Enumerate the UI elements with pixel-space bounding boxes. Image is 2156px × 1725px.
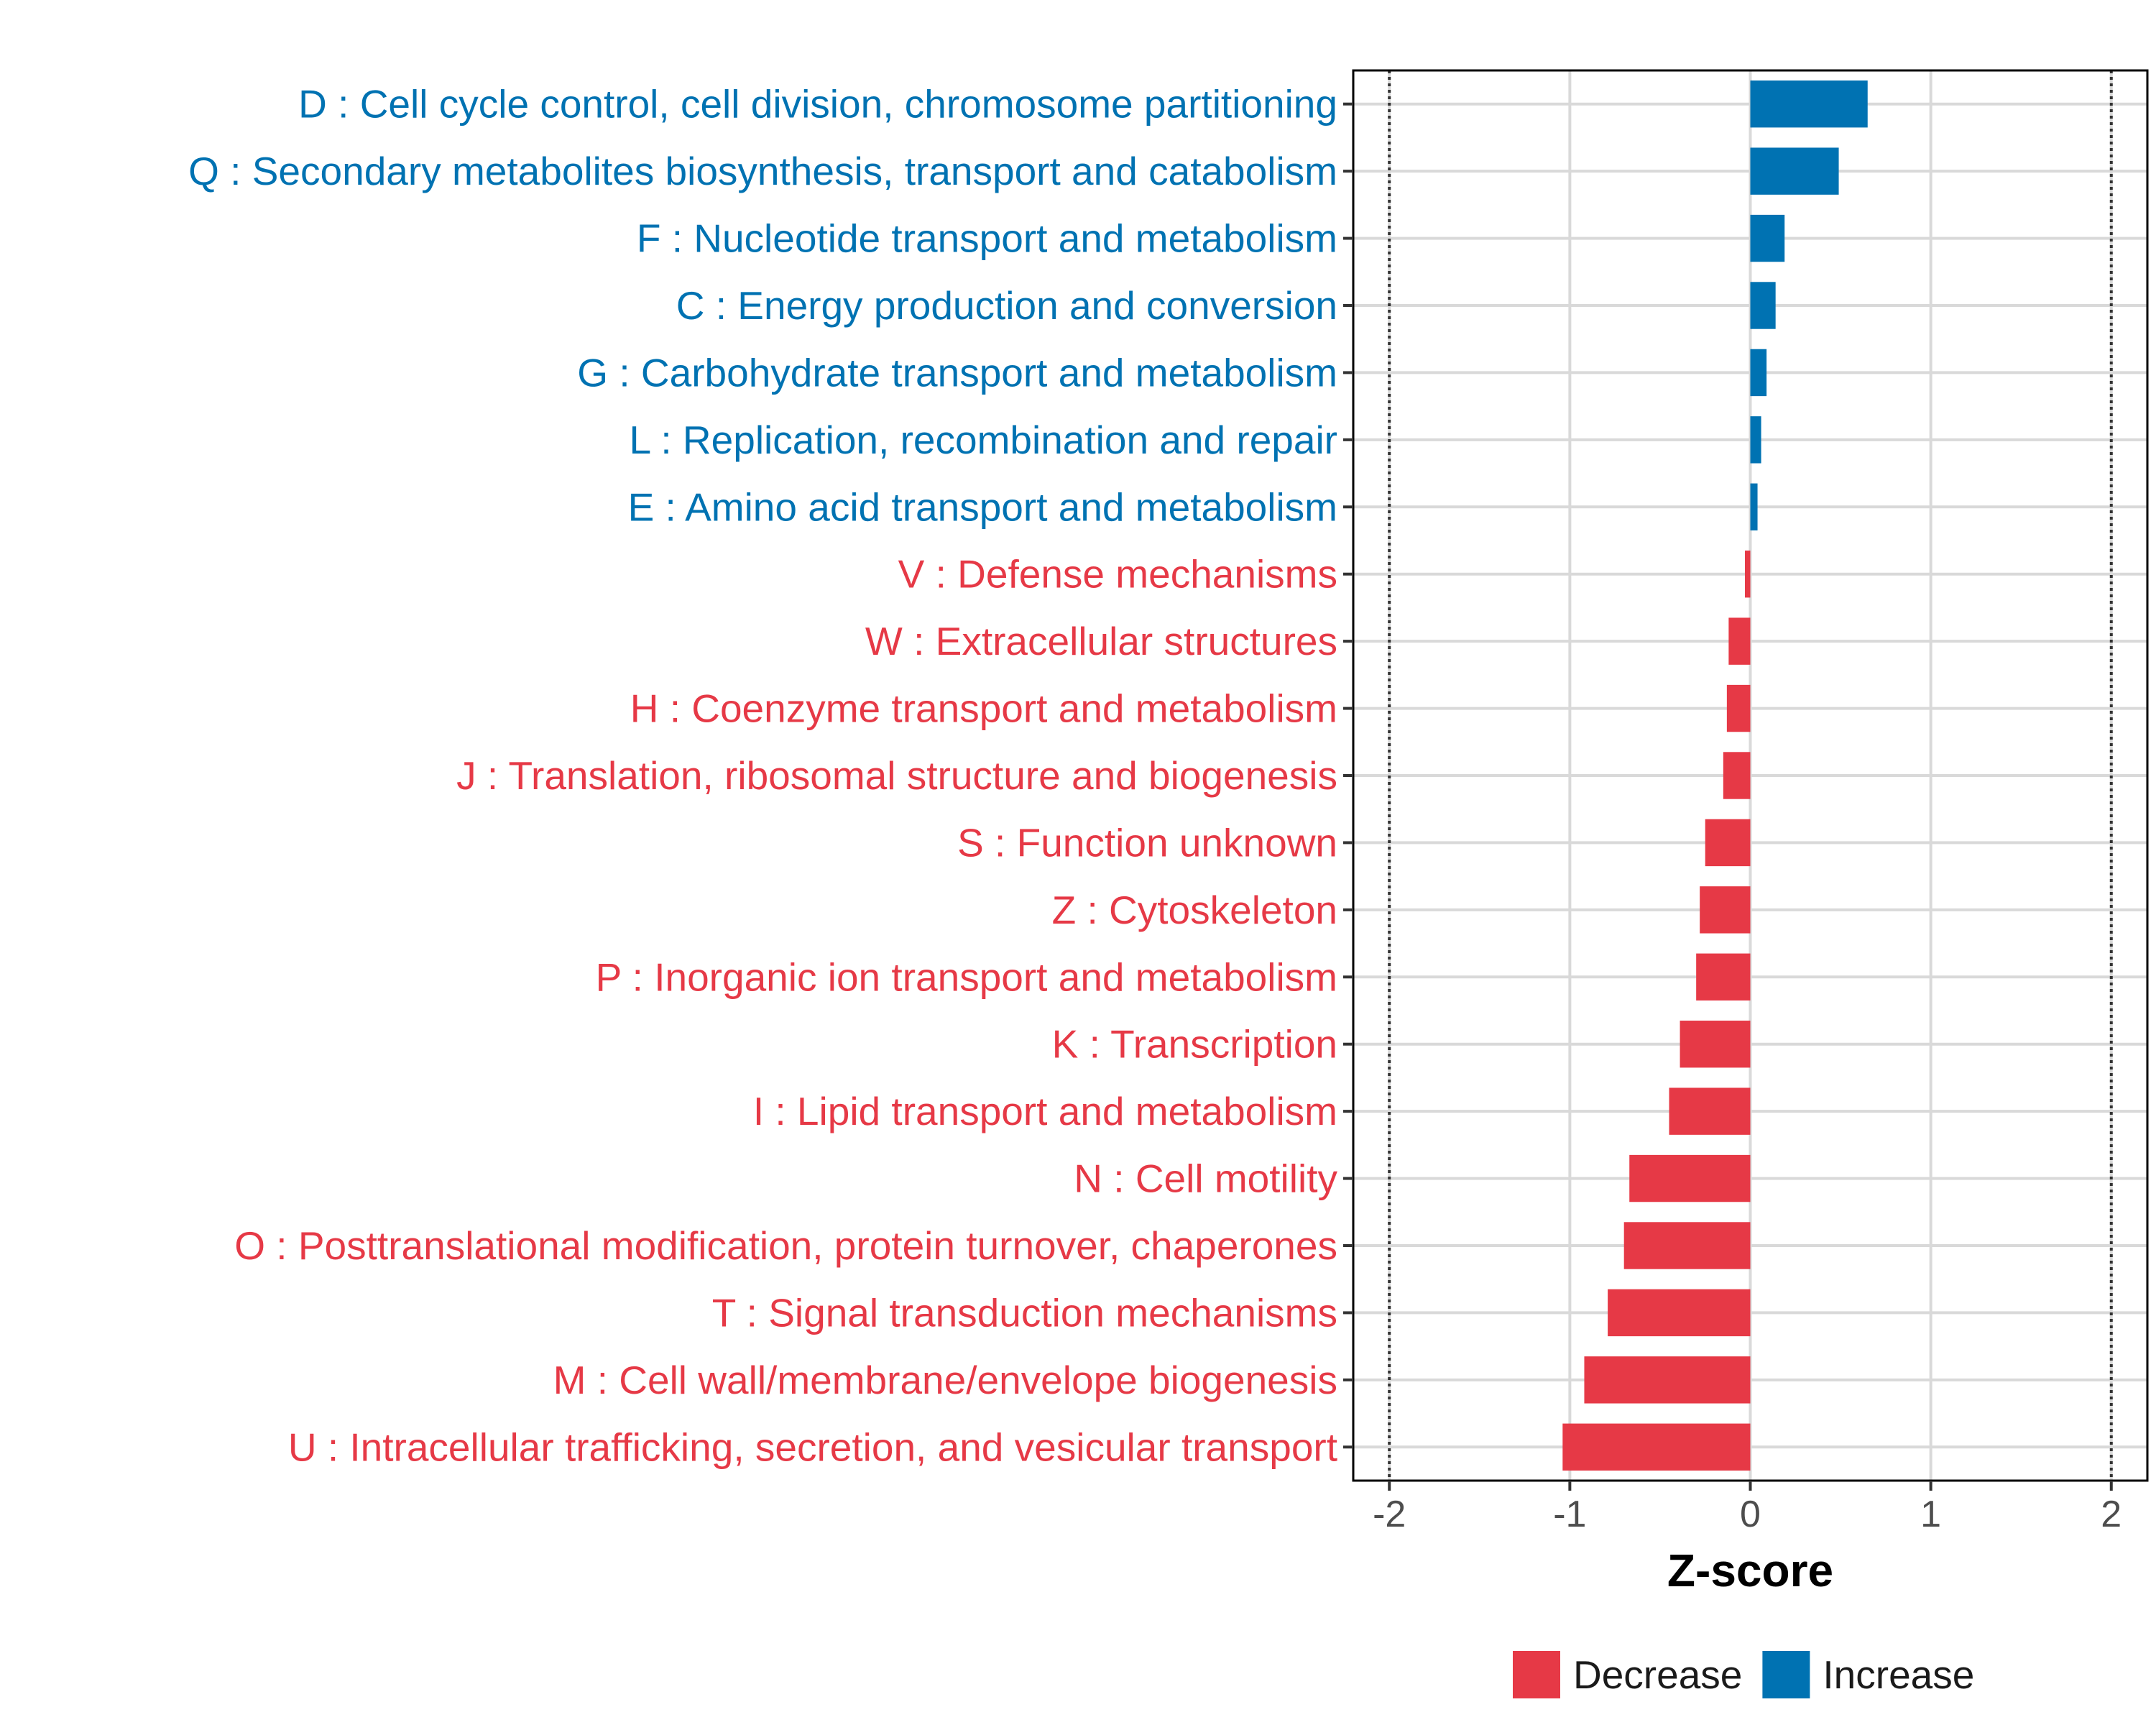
bar-increase [1750,80,1868,128]
category-label: K : Transcription [1052,1022,1337,1067]
category-label: S : Function unknown [957,820,1337,865]
x-axis-ticks: -2 -1 0 1 2 [1373,1481,2122,1535]
category-label: V : Defense mechanisms [898,552,1337,597]
bar-decrease [1629,1154,1751,1202]
x-tick-label: 0 [1740,1494,1761,1535]
category-label: F : Nucleotide transport and metabolism [637,216,1337,261]
bar-decrease [1696,953,1751,1000]
bar-decrease [1744,551,1751,598]
legend-swatch-decrease [1513,1651,1560,1698]
bar-increase [1750,214,1785,262]
reference-lines [1388,70,2113,1481]
bars-layer [1562,80,1868,1471]
bar-decrease [1562,1423,1751,1471]
category-label: D : Cell cycle control, cell division, c… [298,82,1337,126]
bar-decrease [1705,819,1751,867]
legend-label-decrease: Decrease [1573,1652,1742,1697]
x-tick-label: 2 [2101,1494,2122,1535]
bar-increase [1750,483,1758,530]
category-label: E : Amino acid transport and metabolism [628,484,1337,529]
legend: Decrease Increase [1513,1651,1974,1698]
bar-decrease [1623,1222,1751,1269]
category-label: N : Cell motility [1074,1156,1337,1201]
category-label: L : Replication, recombination and repai… [630,418,1337,462]
legend-label-increase: Increase [1823,1652,1974,1697]
bar-decrease [1669,1087,1751,1135]
bar-decrease [1608,1289,1751,1337]
x-tick-label: -2 [1373,1494,1406,1535]
category-label: Z : Cytoskeleton [1052,888,1337,932]
bar-increase [1750,147,1839,195]
category-label: C : Energy production and conversion [676,283,1337,328]
x-axis-title: Z-score [1667,1545,1833,1596]
bar-increase [1750,416,1761,464]
bar-decrease [1584,1356,1751,1404]
bar-decrease [1728,617,1751,665]
bar-decrease [1726,684,1751,732]
bar-decrease [1700,886,1751,934]
category-label: O : Posttranslational modification, prot… [234,1223,1337,1268]
category-label: T : Signal transduction mechanisms [712,1290,1337,1335]
bar-increase [1750,349,1767,397]
bar-decrease [1680,1021,1751,1068]
bar-increase [1750,282,1776,329]
bar-decrease [1723,752,1751,799]
category-label: G : Carbohydrate transport and metabolis… [577,350,1337,395]
y-axis-ticks [1343,102,1353,1449]
category-label: M : Cell wall/membrane/envelope biogenes… [553,1358,1337,1402]
category-label: H : Coenzyme transport and metabolism [630,686,1337,731]
category-label: W : Extracellular structures [865,619,1337,663]
category-label: J : Translation, ribosomal structure and… [456,753,1337,798]
x-tick-label: 1 [1920,1494,1941,1535]
legend-swatch-increase [1762,1651,1810,1698]
y-axis-category-labels: D : Cell cycle control, cell division, c… [188,82,1337,1470]
category-label: I : Lipid transport and metabolism [753,1089,1337,1133]
category-label: P : Inorganic ion transport and metaboli… [596,954,1337,999]
category-label: Q : Secondary metabolites biosynthesis, … [188,149,1337,193]
x-tick-label: -1 [1553,1494,1586,1535]
category-label: U : Intracellular trafficking, secretion… [288,1425,1337,1469]
